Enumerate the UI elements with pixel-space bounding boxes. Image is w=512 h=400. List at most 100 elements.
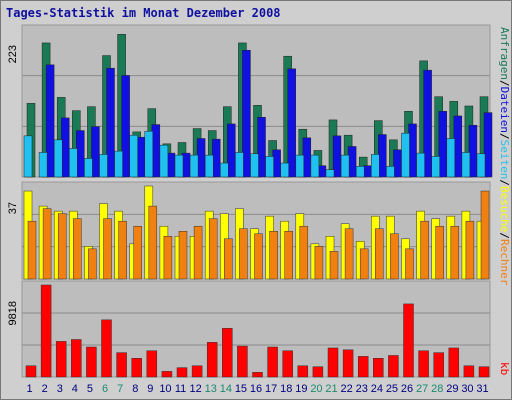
bar-rechner <box>103 218 112 280</box>
bar-dateien <box>121 75 130 178</box>
x-tick-label: 1 <box>26 383 32 395</box>
x-tick-label: 26 <box>401 383 413 395</box>
bar-kb <box>388 355 399 378</box>
x-tick-label: 30 <box>461 383 473 395</box>
bar-seiten <box>371 154 380 178</box>
x-tick-label: 19 <box>295 383 307 395</box>
bar-rechner <box>314 246 324 280</box>
x-tick-label: 2 <box>42 383 48 395</box>
bar-kb <box>448 347 460 378</box>
bar-rechner <box>118 220 127 280</box>
bar-seiten <box>386 166 395 178</box>
bar-dateien <box>287 68 296 178</box>
bar-seiten <box>325 169 335 178</box>
bar-rechner <box>73 218 82 280</box>
bar-rechner <box>465 220 475 280</box>
bar-rechner <box>193 225 203 280</box>
bar-seiten <box>416 152 425 178</box>
x-tick-label: 24 <box>371 383 383 395</box>
bar-seiten <box>401 132 410 178</box>
x-tick-label: 31 <box>476 383 488 395</box>
bar-seiten <box>340 154 350 178</box>
x-tick-label: 5 <box>87 383 93 395</box>
bar-rechner <box>480 190 490 280</box>
bar-kb <box>86 346 97 378</box>
x-tick-label: 21 <box>325 383 337 395</box>
bottom-y-tick: 9818 <box>7 301 19 325</box>
bar-seiten <box>174 154 184 178</box>
bar-kb <box>161 371 173 378</box>
bar-kb <box>40 284 52 378</box>
bar-seiten <box>204 154 214 178</box>
x-tick-label: 15 <box>235 383 247 395</box>
middle-y-tick: 37 <box>7 202 19 214</box>
bar-kb <box>433 352 444 378</box>
bar-seiten <box>431 156 440 178</box>
bar-seiten <box>129 134 138 178</box>
x-tick-label: 22 <box>341 383 353 395</box>
bar-kb <box>131 358 142 378</box>
bar-seiten <box>250 153 259 178</box>
x-tick-label: 13 <box>205 383 217 395</box>
bar-kb <box>327 347 339 378</box>
x-tick-label: 14 <box>220 383 232 395</box>
bar-rechner <box>435 225 444 280</box>
x-tick-label: 12 <box>190 383 202 395</box>
bar-seiten <box>310 154 320 178</box>
bar-rechner <box>133 225 142 280</box>
bar-seiten <box>114 150 123 178</box>
bar-rechner <box>359 248 369 280</box>
bar-kb <box>176 367 188 378</box>
bar-seiten <box>461 152 471 178</box>
x-tick-label: 10 <box>159 383 171 395</box>
bar-rechner <box>299 225 309 280</box>
x-tick-label: 8 <box>132 383 138 395</box>
bar-seiten <box>23 135 33 178</box>
x-tick-label: 23 <box>356 383 368 395</box>
bar-seiten <box>265 156 274 178</box>
chart-title: Tages-Statistik im Monat Dezember 2008 <box>6 6 281 20</box>
bar-rechner <box>208 218 218 280</box>
x-tick-label: 18 <box>280 383 292 395</box>
bar-rechner <box>148 205 158 280</box>
bar-rechner <box>254 233 263 280</box>
bar-seiten <box>99 154 108 178</box>
bar-seiten <box>144 130 154 178</box>
bar-rechner <box>163 236 173 280</box>
bar-rechner <box>57 213 67 280</box>
bar-rechner <box>344 228 354 280</box>
bar-seiten <box>84 158 93 178</box>
x-tick-label: 28 <box>431 383 443 395</box>
bar-kb <box>25 365 37 378</box>
bar-seiten <box>53 139 63 178</box>
bar-rechner <box>329 251 339 280</box>
bar-kb <box>357 356 369 378</box>
bar-kb <box>55 341 67 378</box>
bar-kb <box>282 350 293 378</box>
legend-right-top: Anfragen/Dateien/Seiten/Besuche/Rechner <box>498 27 511 286</box>
bar-seiten <box>446 138 456 178</box>
x-tick-label: 3 <box>57 383 63 395</box>
bar-dateien <box>423 69 432 178</box>
bar-kb <box>206 342 218 378</box>
bar-seiten <box>220 162 229 178</box>
bar-kb <box>71 339 82 378</box>
bar-kb <box>403 303 414 378</box>
bar-rechner <box>178 230 188 280</box>
bar-kb <box>222 328 233 378</box>
bar-dateien <box>242 49 251 178</box>
bar-rechner <box>375 228 384 280</box>
bar-kb <box>101 319 112 378</box>
bar-rechner <box>224 238 233 280</box>
bar-kb <box>297 365 309 378</box>
x-tick-label: 6 <box>102 383 108 395</box>
x-tick-label: 17 <box>265 383 277 395</box>
bar-seiten <box>295 154 305 178</box>
bar-dateien <box>91 126 100 178</box>
bar-dateien <box>227 123 236 178</box>
x-tick-label: 4 <box>72 383 78 395</box>
bar-kb <box>463 365 475 378</box>
bar-dateien <box>468 124 478 178</box>
x-tick-label: 29 <box>446 383 458 395</box>
x-tick-label: 11 <box>175 383 186 395</box>
